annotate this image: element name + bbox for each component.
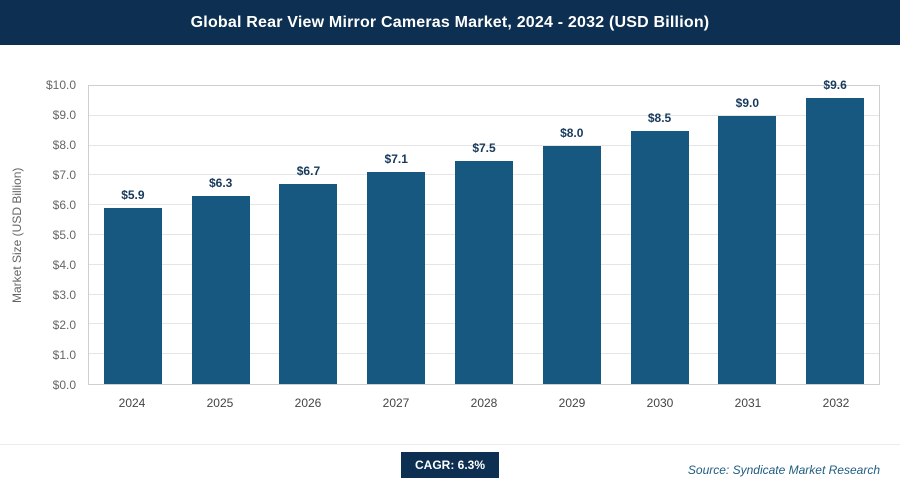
bar-2031 [718,115,777,384]
y-tick-label: $1.0 [52,348,76,362]
y-tick-label: $2.0 [52,318,76,332]
y-tick-label: $10.0 [45,78,76,92]
x-tick-label: 2024 [118,396,146,410]
x-tick-label: 2025 [206,396,234,410]
bar-2026 [279,184,338,384]
y-tick-label: $6.0 [52,198,76,212]
source-text: Source: Syndicate Market Research [687,463,880,477]
gridline [89,144,879,146]
y-tick-label: $4.0 [52,258,76,272]
x-tick-label: 2032 [822,396,850,410]
bar-value-label: $8.5 [647,110,672,125]
bar-2027 [367,172,426,384]
y-tick-label: $7.0 [52,168,76,182]
y-tick-label: $3.0 [52,288,76,302]
bar-value-label: $6.3 [208,176,233,191]
y-axis-ticks: $0.0 $1.0 $2.0 $3.0 $4.0 $5.0 $6.0 $7.0 $8.0 $9.0… [30,78,82,392]
y-tick-label: $9.0 [52,108,76,122]
x-axis-ticks: 2024 2025 2026 2027 2028 2029 2030 2031 2032 [88,390,880,412]
x-tick-label: 2029 [558,396,586,410]
bar-2025 [191,196,250,384]
x-tick-label: 2027 [382,396,410,410]
bar-value-label: $5.9 [121,188,145,203]
bar-value-label: $9.6 [823,77,847,92]
bar-2032 [806,97,865,384]
bar-value-label: $8.0 [560,125,584,140]
cagr-badge: CAGR: 6.3% [400,452,500,478]
bar-value-label: $7.1 [384,152,408,167]
chart-title-bar: Global Rear View Mirror Cameras Market, … [0,0,900,45]
x-tick-label: 2026 [294,396,322,410]
bar-value-label: $6.7 [296,164,321,179]
plot-area: $5.9 $6.3 $6.7 $7.1 $7.5 $8.0 $8.5 $9.0 $9.6 [88,78,880,385]
y-tick-label: $5.0 [52,228,76,242]
x-tick-label: 2028 [470,396,498,410]
x-tick-label: 2030 [646,396,674,410]
bar-value-label: $9.0 [735,95,760,110]
y-tick-label: $8.0 [52,138,76,152]
gridline [89,114,879,116]
y-tick-label: $0.0 [52,378,76,392]
bar-value-label: $7.5 [472,140,496,155]
y-axis-title: Market Size (USD Billion) [10,167,24,303]
footer-divider [0,444,900,445]
bar-2029 [542,145,601,384]
bar-2028 [455,160,513,384]
bar-2030 [630,130,689,384]
x-tick-label: 2031 [734,396,762,410]
chart-title: Global Rear View Mirror Cameras Market, … [190,13,710,31]
bar-2024 [103,208,162,384]
